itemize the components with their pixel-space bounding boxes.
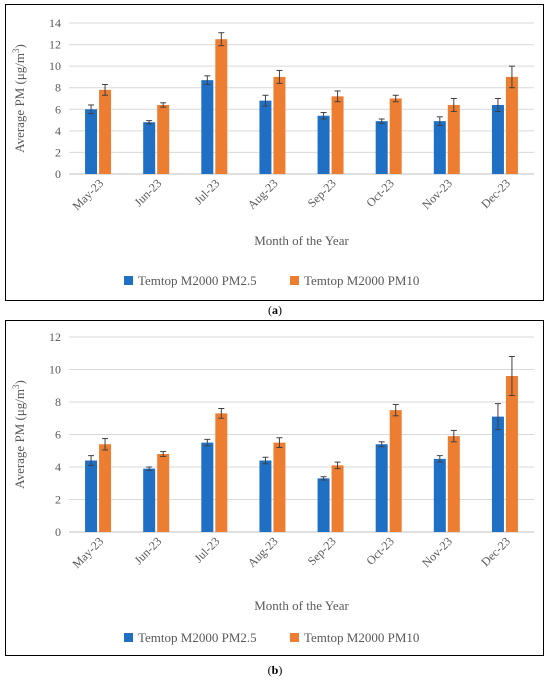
legend-swatch-pm10 <box>290 633 299 642</box>
bar-pm25 <box>85 460 98 532</box>
caption-a: (a) <box>268 303 282 317</box>
x-tick-label: Aug-23 <box>245 534 281 570</box>
legend-label-pm10: Temtop M2000 PM10 <box>304 273 419 288</box>
x-tick-label: Jun-23 <box>131 176 164 209</box>
bar-pm10 <box>215 413 228 532</box>
bar-pm25 <box>259 100 272 174</box>
bar-pm10 <box>157 454 170 532</box>
x-tick-label: Nov-23 <box>419 534 455 570</box>
bar-pm25 <box>375 444 388 532</box>
y-tick-label: 6 <box>55 102 61 116</box>
y-axis-title-close: ) <box>12 380 27 384</box>
bar-pm10 <box>215 39 228 174</box>
y-tick-label: 8 <box>55 81 61 95</box>
x-tick-label: Jun-23 <box>131 534 164 567</box>
y-tick-label: 2 <box>55 145 61 159</box>
bar-pm25 <box>143 122 156 174</box>
y-tick-label: 14 <box>49 16 61 30</box>
x-tick-label: Dec-23 <box>478 534 513 569</box>
bar-pm10 <box>447 436 460 532</box>
y-tick-label: 8 <box>55 395 61 409</box>
y-tick-label: 10 <box>49 59 61 73</box>
x-axis-title: Month of the Year <box>254 598 349 613</box>
bar-pm10 <box>273 442 286 532</box>
bar-pm10 <box>99 444 112 532</box>
y-axis-title: Average PM (μg/m3) <box>11 380 27 489</box>
x-tick-label: Sep-23 <box>305 534 339 568</box>
x-tick-label: Jul-23 <box>191 176 222 207</box>
bar-pm25 <box>201 80 214 174</box>
legend-label-pm25: Temtop M2000 PM2.5 <box>138 273 257 288</box>
bar-pm25 <box>491 416 504 532</box>
x-tick-label: Oct-23 <box>363 534 396 567</box>
x-tick-label: Aug-23 <box>245 176 281 212</box>
bar-pm10 <box>505 376 518 532</box>
legend-swatch-pm25 <box>124 276 133 285</box>
y-tick-label: 10 <box>49 363 61 377</box>
x-axis-title: Month of the Year <box>254 233 349 248</box>
y-axis-title: Average PM (μg/m3) <box>11 44 27 153</box>
bar-pm10 <box>389 98 402 174</box>
bar-pm25 <box>375 121 388 174</box>
y-axis-title-main: Average PM (μg/m <box>12 389 27 489</box>
bar-pm25 <box>433 121 446 174</box>
y-tick-label: 12 <box>49 38 61 52</box>
y-tick-label: 0 <box>55 525 61 539</box>
caption-a-letter: a <box>272 303 278 317</box>
caption-b-letter: b <box>271 663 279 677</box>
bar-pm10 <box>389 410 402 532</box>
y-axis-title-close: ) <box>12 44 27 48</box>
bar-pm25 <box>143 468 156 532</box>
bar-pm25 <box>491 104 504 174</box>
bar-pm10 <box>331 465 344 532</box>
x-tick-label: Nov-23 <box>419 176 455 212</box>
legend-label-pm10: Temtop M2000 PM10 <box>304 630 419 645</box>
bar-pm10 <box>273 76 286 174</box>
y-tick-label: 4 <box>55 460 61 474</box>
y-tick-label: 4 <box>55 124 61 138</box>
x-tick-label: May-23 <box>69 176 106 213</box>
bar-pm25 <box>201 442 214 532</box>
bar-pm25 <box>317 115 330 174</box>
y-tick-label: 12 <box>49 330 61 344</box>
y-axis-title-sup: 3 <box>11 384 21 389</box>
x-tick-label: Jul-23 <box>191 534 222 565</box>
bar-pm25 <box>85 109 98 174</box>
chart-a-svg: 0 2 4 6 8 10 12 14 May-23 Jun-23 Jul-23 Aug-23 Sep-2… <box>11 16 534 288</box>
bar-pm10 <box>99 89 112 174</box>
chart-b-svg: 0 2 4 6 8 10 12 May-23 Jun-23 Jul-23 Aug-23 Sep-23 O… <box>11 330 534 645</box>
chart-panel-a: 0 2 4 6 8 10 12 14 May-23 Jun-23 Jul-23 Aug-23 Sep-2… <box>5 4 544 301</box>
y-tick-label: 0 <box>55 167 61 181</box>
bar-pm10 <box>505 76 518 174</box>
x-tick-label: May-23 <box>69 534 106 571</box>
bar-pm25 <box>433 458 446 532</box>
x-tick-label: Oct-23 <box>363 176 396 209</box>
bar-pm25 <box>317 478 330 532</box>
legend-swatch-pm25 <box>124 633 133 642</box>
caption-b: (b) <box>267 663 283 677</box>
legend-swatch-pm10 <box>290 276 299 285</box>
y-axis-title-sup: 3 <box>11 48 21 53</box>
legend-label-pm25: Temtop M2000 PM2.5 <box>138 630 257 645</box>
y-tick-label: 2 <box>55 493 61 507</box>
chart-panel-b: 0 2 4 6 8 10 12 May-23 Jun-23 Jul-23 Aug-23 Sep-23 O… <box>5 320 544 656</box>
y-axis-title-main: Average PM (μg/m <box>12 53 27 153</box>
bar-pm25 <box>259 460 272 532</box>
bar-pm10 <box>331 96 344 174</box>
x-tick-label: Sep-23 <box>305 176 339 210</box>
bar-pm10 <box>157 104 170 174</box>
x-tick-label: Dec-23 <box>478 176 513 211</box>
y-tick-label: 6 <box>55 428 61 442</box>
bar-pm10 <box>447 104 460 174</box>
